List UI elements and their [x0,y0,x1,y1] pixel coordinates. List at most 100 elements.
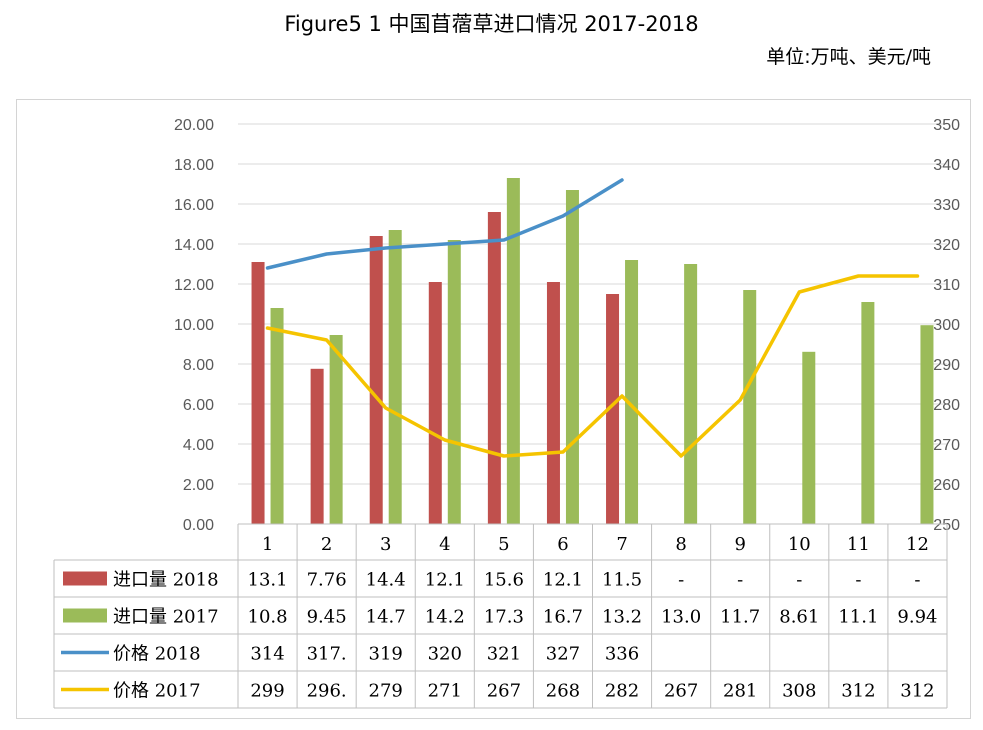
left-axis-tick-label: 2.00 [183,477,214,494]
left-axis-tick-label: 4.00 [183,437,214,454]
table-cell-value: - [678,570,684,591]
table-cell-value: 14.2 [425,607,465,628]
table-cell-value: 9.45 [307,607,347,628]
table-cell-value: 14.7 [366,607,406,628]
table-cell-value: 267 [664,681,698,702]
table-cell-value: - [737,570,743,591]
bar-2017 [447,240,461,524]
table-cell-value: 16.7 [543,607,583,628]
category-label: 9 [734,534,745,555]
chart-container: 0.00 2.00 4.00 6.00 8.00 10.00 12.00 14.00 16.00… [16,99,971,719]
legend-label-year: 2018 [155,644,201,665]
bar-2017 [329,335,343,524]
table-cell-value: 336 [605,644,639,665]
table-cell-value: 271 [428,681,462,702]
line-series-2017 [265,274,920,458]
right-axis-tick-label: 350 [933,117,960,134]
legend-label-year: 2018 [173,570,219,591]
left-axis-tick-label: 8.00 [183,357,214,374]
table-cell-value: 299 [250,681,284,702]
unit-label: 单位:万吨、美元/吨 [766,46,931,68]
category-label: 4 [439,534,450,555]
table-cell-value: - [914,570,920,591]
table-cell-value: 12.1 [543,570,583,591]
bar-2018 [606,294,620,524]
left-axis-tick-label: 18.00 [174,157,214,174]
right-axis-tick-label: 310 [933,277,960,294]
legend-label-text: 价格 [113,681,155,702]
combo-chart: 0.00 2.00 4.00 6.00 8.00 10.00 12.00 14.00 16.00… [53,117,960,709]
table-cell-value: 12.1 [425,570,465,591]
table-cell-value: 312 [841,681,875,702]
bar-2018 [428,282,442,524]
category-label: 7 [616,534,627,555]
table-cell-value: 267 [487,681,521,702]
bar-2018 [369,236,383,524]
bar-2017 [270,308,284,524]
category-label: 1 [262,534,273,555]
table-cell-value: 14.4 [366,570,406,591]
left-axis-tick-label: 14.00 [174,237,214,254]
table-cell-value: - [796,570,802,591]
chart-title: Figure5 1 中国苜蓿草进口情况 2017-2018 [284,12,699,36]
bar-2017 [388,230,402,524]
table-cell-value: - [855,570,861,591]
table-cell-value: 317. [307,644,347,665]
legend-label-year: 2017 [173,607,219,628]
table-cell-value: 312 [900,681,934,702]
table-cell-value: 308 [782,681,816,702]
table-cell-value: 10.8 [248,607,288,628]
table-cell-value: 13.2 [602,607,642,628]
category-label: 12 [906,534,929,555]
table-cell-value: 11.5 [602,570,642,591]
category-label: 6 [557,534,568,555]
table-cell-value: 9.94 [897,607,937,628]
table-cell-value: 319 [369,644,403,665]
legend-label: 价格 2018 [113,644,201,665]
category-label: 8 [675,534,686,555]
bar-2017 [565,190,579,524]
bar-2017 [684,264,698,524]
table-cell-value: 13.1 [248,570,288,591]
table-cell-value: 11.1 [838,607,878,628]
table-cell-value: 13.0 [661,607,701,628]
table-cell-value: 296. [307,681,347,702]
right-axis-tick-label: 260 [933,477,960,494]
legend-key-bar [63,571,107,586]
table-cell-value: 17.3 [484,607,524,628]
table-cell-value: 314 [250,644,284,665]
right-axis-tick-label: 320 [933,237,960,254]
bar-2017 [920,325,934,524]
table-cell-value: 281 [723,681,757,702]
right-axis-tick-label: 340 [933,157,960,174]
bar-2017 [625,260,639,524]
table-cell-value: 282 [605,681,639,702]
left-axis-tick-label: 12.00 [174,277,214,294]
category-label: 5 [498,534,509,555]
legend-label: 进口量 2017 [113,607,219,628]
table-cell-value: 15.6 [484,570,524,591]
category-label: 3 [380,534,391,555]
legend-label-text: 价格 [113,644,155,665]
left-axis-tick-label: 20.00 [174,117,214,134]
table-cell-value: 11.7 [720,607,760,628]
legend-label: 进口量 2018 [113,570,219,591]
table-cell-value: 268 [546,681,580,702]
legend-label-year: 2017 [155,681,201,702]
bar-2017 [861,302,875,524]
right-axis-tick-label: 270 [933,437,960,454]
legend-label-text: 进口量 [113,570,173,591]
left-axis-tick-label: 10.00 [174,317,214,334]
right-axis-tick-label: 300 [933,317,960,334]
right-axis-tick-label: 330 [933,197,960,214]
table-cell-value: 327 [546,644,580,665]
table-cell-value: 321 [487,644,521,665]
left-axis-tick-label: 0.00 [183,517,214,534]
category-label: 10 [788,534,811,555]
bar-2018 [310,368,324,524]
category-label: 11 [847,534,870,555]
bar-2017 [802,351,816,524]
bar-2017 [506,178,520,524]
bar-2018 [487,212,501,524]
legend-label: 价格 2017 [113,681,201,702]
